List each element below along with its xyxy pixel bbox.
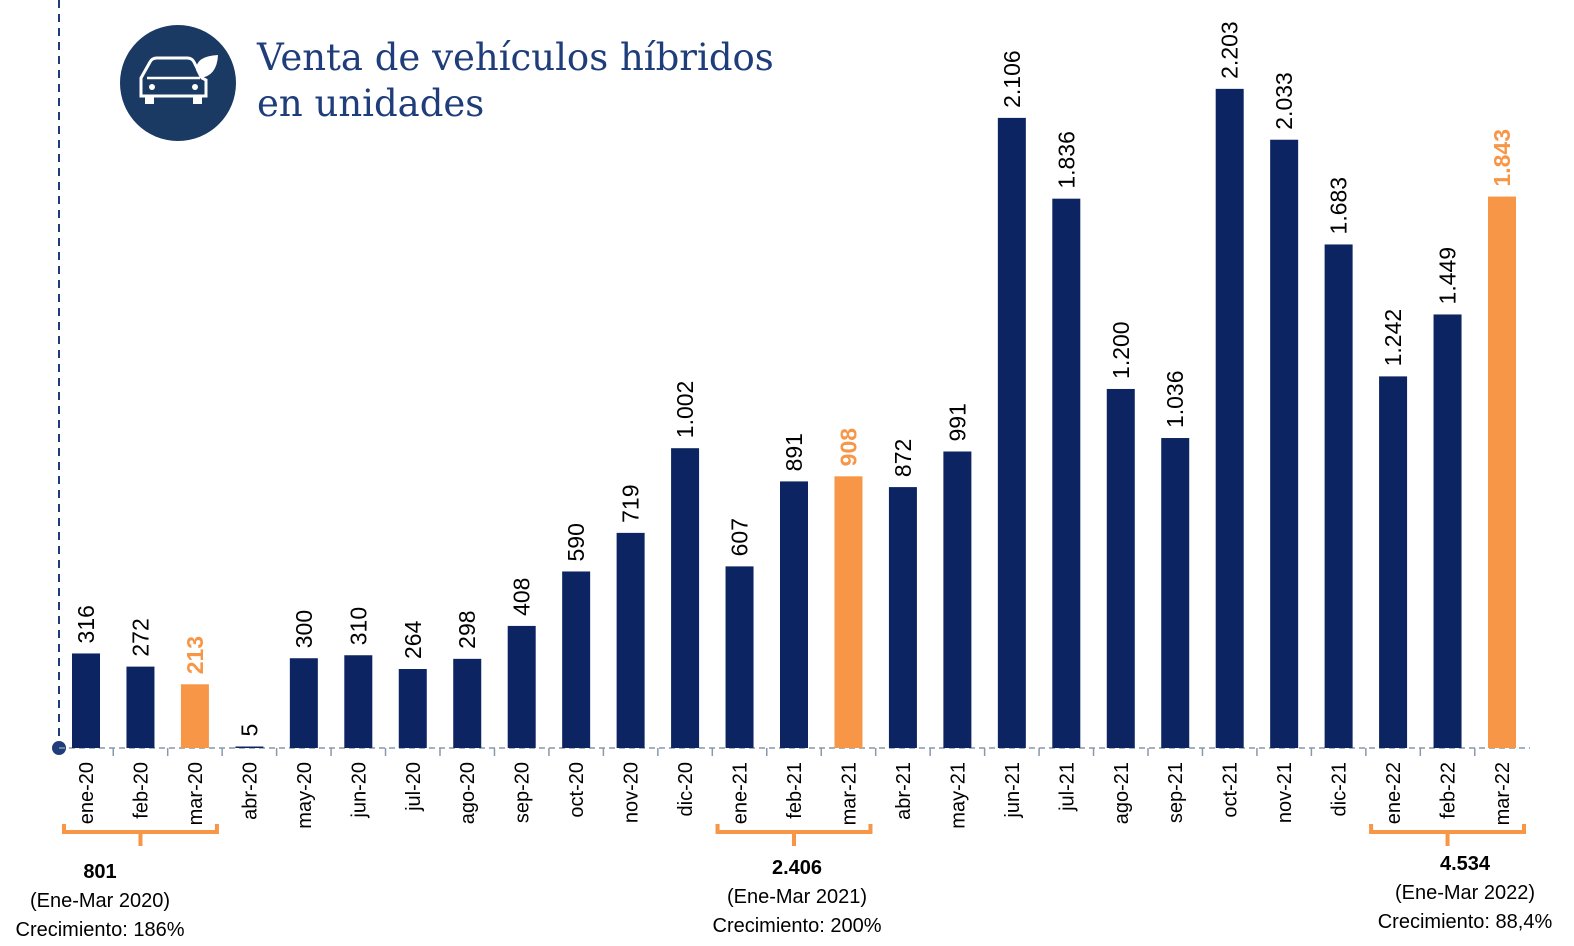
annotation-period: (Ene-Mar 2020) — [30, 890, 170, 912]
bar — [943, 451, 972, 748]
bar — [671, 448, 700, 748]
bar — [507, 625, 536, 748]
bar — [1433, 314, 1462, 748]
x-tick-label: jul-21 — [1056, 762, 1078, 812]
x-tick-label: feb-22 — [1438, 762, 1460, 819]
x-tick-label: ene-20 — [76, 762, 98, 824]
bar — [834, 476, 863, 748]
x-tick-label: oct-21 — [1220, 762, 1242, 818]
x-tick-label: nov-20 — [621, 762, 643, 823]
data-label: 300 — [291, 610, 317, 648]
bar — [1270, 139, 1299, 749]
bar — [398, 669, 427, 748]
annotation-period: (Ene-Mar 2022) — [1395, 882, 1535, 904]
bar — [1161, 438, 1190, 748]
x-tick-label: jun-20 — [348, 762, 370, 819]
data-label: 1.002 — [672, 381, 698, 439]
bar — [1488, 196, 1516, 748]
x-tick-label: mar-21 — [838, 762, 860, 825]
bar — [616, 532, 645, 748]
bar — [1052, 198, 1081, 748]
x-tick-label: ago-20 — [457, 762, 479, 824]
bar — [725, 566, 754, 748]
data-label: 1.683 — [1326, 177, 1352, 235]
x-tick-label: abr-21 — [893, 762, 915, 820]
bar — [1379, 376, 1408, 748]
x-tick-label: ago-21 — [1111, 762, 1133, 824]
annotation-total: 4.534 — [1440, 853, 1491, 875]
bar — [780, 481, 808, 748]
x-tick-label: may-20 — [294, 762, 316, 829]
data-label: 213 — [182, 636, 208, 674]
annotation-growth: Crecimiento: 186% — [16, 919, 185, 941]
bar — [453, 658, 482, 748]
data-label: 272 — [127, 618, 153, 656]
data-label: 316 — [73, 605, 99, 643]
data-label: 5 — [236, 724, 262, 737]
data-label: 2.203 — [1217, 21, 1243, 79]
chart-title: en unidades — [257, 82, 484, 125]
bar — [235, 746, 264, 748]
x-tick-label: sep-21 — [1165, 762, 1187, 823]
x-tick-label: mar-22 — [1492, 762, 1514, 825]
bar — [72, 653, 100, 748]
x-tick-label: ene-22 — [1383, 762, 1405, 824]
x-tick-label: mar-20 — [185, 762, 207, 825]
bar — [180, 684, 209, 748]
x-tick-label: feb-21 — [784, 762, 806, 819]
bracket — [715, 824, 873, 846]
data-label: 2.033 — [1271, 72, 1297, 130]
x-tick-label: feb-20 — [130, 762, 152, 819]
data-label: 1.242 — [1380, 309, 1406, 367]
x-tick-label: abr-20 — [239, 762, 261, 820]
data-label: 991 — [944, 403, 970, 441]
data-label: 607 — [727, 518, 753, 556]
x-tick-label: jun-21 — [1002, 762, 1024, 819]
bar — [562, 571, 591, 748]
data-label: 872 — [890, 439, 916, 477]
x-tick-label: sep-20 — [512, 762, 534, 823]
data-label: 891 — [781, 433, 807, 471]
data-label: 1.200 — [1108, 321, 1134, 379]
bracket — [62, 824, 219, 846]
bar — [344, 655, 373, 748]
data-label: 908 — [835, 428, 861, 467]
bar — [1215, 88, 1244, 748]
x-tick-label: dic-21 — [1329, 762, 1351, 816]
bar — [1106, 388, 1135, 748]
annotation-growth: Crecimiento: 88,4% — [1378, 911, 1553, 933]
data-label: 1.036 — [1162, 370, 1188, 428]
bar — [888, 487, 917, 748]
bar — [289, 658, 318, 748]
x-tick-label: jul-20 — [403, 762, 425, 812]
data-label: 310 — [345, 607, 371, 645]
data-label: 264 — [400, 620, 426, 659]
data-label: 408 — [509, 578, 535, 616]
chart-title: Venta de vehículos híbridos — [256, 36, 774, 79]
x-tick-label: dic-20 — [675, 762, 697, 816]
data-label: 1.836 — [1053, 131, 1079, 189]
bar — [997, 117, 1026, 749]
data-label: 1.843 — [1489, 129, 1515, 187]
annotation-total: 801 — [83, 861, 116, 883]
data-label: 1.449 — [1435, 247, 1461, 305]
annotation-period: (Ene-Mar 2021) — [727, 886, 867, 908]
bracket — [1369, 824, 1526, 846]
data-label: 719 — [618, 485, 644, 523]
bar — [1324, 244, 1353, 748]
x-tick-label: oct-20 — [566, 762, 588, 818]
bar — [126, 666, 155, 748]
x-tick-label: may-21 — [947, 762, 969, 829]
data-label: 590 — [563, 523, 589, 561]
data-label: 298 — [454, 610, 480, 648]
annotation-growth: Crecimiento: 200% — [713, 915, 882, 937]
data-label: 2.106 — [999, 50, 1025, 108]
x-tick-label: ene-21 — [730, 762, 752, 824]
annotation-total: 2.406 — [772, 857, 822, 879]
x-tick-label: nov-21 — [1274, 762, 1296, 823]
icon — [120, 25, 236, 141]
